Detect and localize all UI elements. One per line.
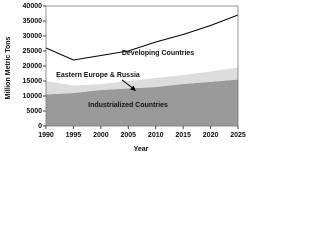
- chart: Million Metric Tons Year 0 5000 10000 15000…: [5, 3, 246, 153]
- top-line: [45, 14, 239, 61]
- x-tick-label: 2000: [93, 132, 109, 139]
- y-tick-label: 25000: [23, 48, 43, 55]
- x-tick-label: 2010: [148, 132, 164, 139]
- area-label: Developing Countries: [122, 50, 194, 57]
- y-tick-label: 0: [38, 123, 42, 130]
- arrow-head: [130, 85, 136, 91]
- area: [46, 79, 238, 126]
- x-axis-label: Year: [134, 146, 149, 153]
- y-tick-label: 10000: [23, 93, 43, 100]
- x-tick-label: 1990: [38, 132, 54, 139]
- x-tick-label: 2005: [120, 132, 136, 139]
- y-tick-label: 35000: [23, 18, 43, 25]
- area: [46, 67, 238, 95]
- y-axis-label: Million Metric Tons: [5, 36, 12, 99]
- y-tick-label: 40000: [23, 3, 43, 10]
- x-tick-label: 2025: [230, 132, 246, 139]
- y-tick-label: 5000: [26, 108, 42, 115]
- y-tick-label: 15000: [23, 78, 43, 85]
- area-label: Industrialized Countries: [88, 102, 168, 109]
- y-tick-label: 30000: [23, 33, 43, 40]
- area-label: Eastern Europe & Russia: [56, 72, 140, 79]
- x-tick-label: 1995: [66, 132, 82, 139]
- x-tick-label: 2020: [203, 132, 219, 139]
- x-tick-label: 2015: [175, 132, 191, 139]
- y-tick-label: 20000: [23, 63, 43, 70]
